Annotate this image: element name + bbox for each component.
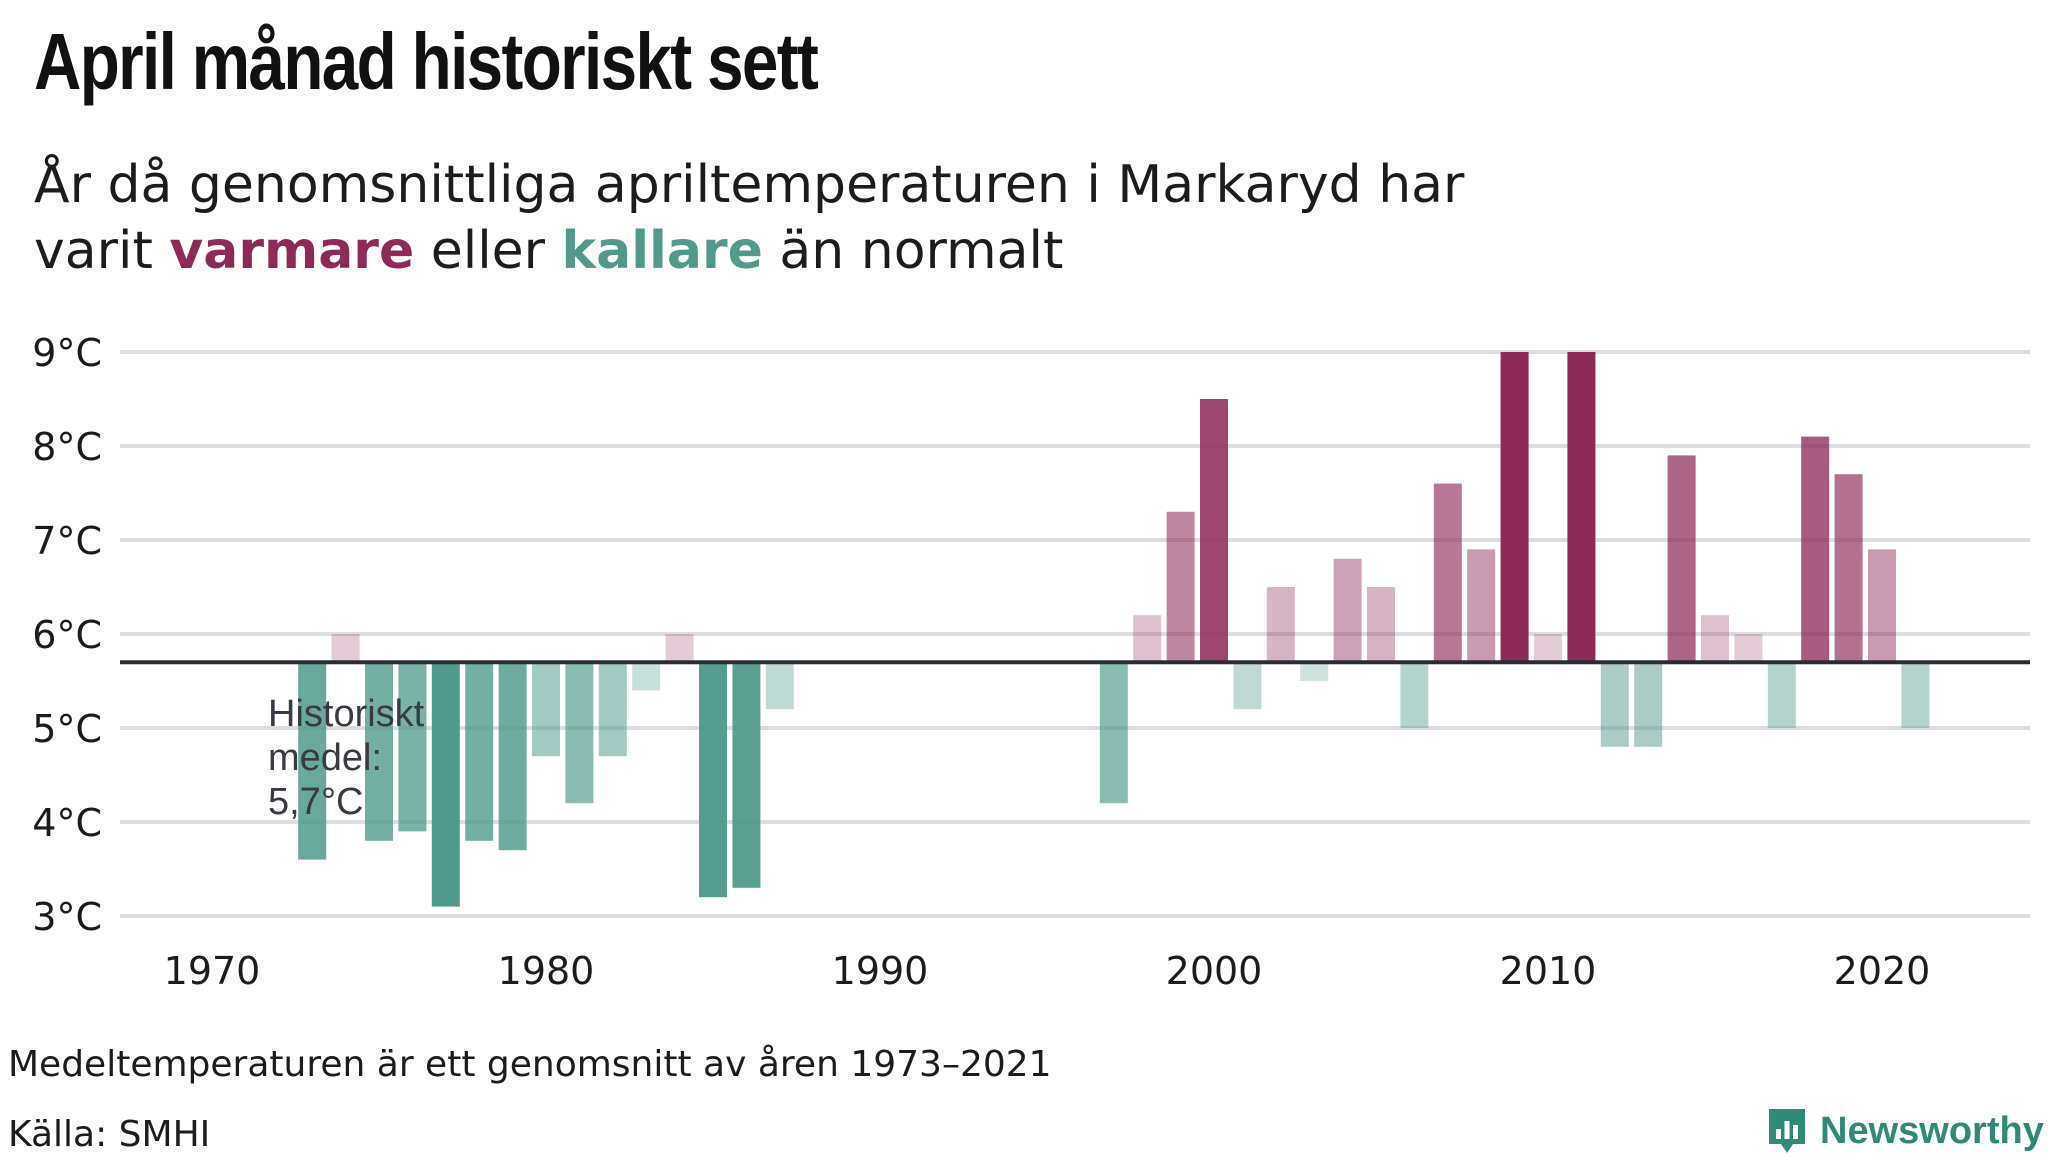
source-note: Källa: SMHI [8,1114,211,1155]
x-tick-label: 2000 [1166,949,1263,993]
bar-cold [1300,662,1329,681]
baseline-annotation-line: medel: [268,737,382,779]
bar-cold [1400,662,1429,728]
bar-cold [1901,662,1930,728]
bar-warm [1567,352,1596,663]
x-tick-label: 2010 [1500,949,1597,993]
subtitle-line-1: År då genomsnittliga apriltemperaturen i… [34,155,1465,215]
y-tick-label: 7°C [32,519,102,563]
bar-cold [1767,662,1796,728]
y-tick-label: 8°C [32,425,102,469]
y-tick-label: 6°C [32,613,102,657]
bar-cold [1099,662,1128,804]
bar-warm [1868,549,1896,663]
bar-warm [331,634,360,663]
y-tick-label: 5°C [32,707,102,751]
bar-cold [431,662,460,907]
temperature-bar-chart: 3°C 4°C 5°C 6°C 7°C 8°C 9°C 1970 1980 1990 2000 201… [32,331,2030,993]
bar-warm [1266,587,1295,663]
x-tick-label: 2020 [1834,949,1931,993]
bar-warm [1734,634,1763,663]
subtitle-suffix: än normalt [779,221,1064,281]
y-tick-label: 9°C [32,331,102,375]
x-tick-label: 1990 [832,949,929,993]
bar-cold [398,662,427,832]
bar-cold [1634,662,1663,747]
footnote: Medeltemperaturen är ett genomsnitt av å… [8,1044,1052,1085]
bar-cold [598,662,627,757]
bar-warm [1667,455,1696,663]
bar-cold [298,662,327,860]
bar-warm [1433,483,1462,663]
subtitle-warm-word: varmare [169,221,415,281]
bar-cold [498,662,527,851]
bar-cold [632,662,661,691]
bar-cold [465,662,494,841]
bar-warm [1500,352,1529,663]
bar-cold [532,662,560,757]
x-tick-label: 1970 [164,949,261,993]
bar-warm [665,634,694,663]
bar-cold [699,662,727,898]
y-tick-label: 3°C [32,895,102,939]
bar-cold [565,662,594,804]
subtitle-prefix: varit [34,221,153,281]
subtitle-middle: eller [430,221,546,281]
bar-cold [765,662,794,710]
bar-warm [1834,474,1863,663]
x-tick-label: 1980 [498,949,595,993]
baseline-annotation-line: Historiskt [268,693,425,735]
chart-subtitle: År då genomsnittliga apriltemperaturen i… [34,152,1464,284]
bar-warm [1200,399,1228,663]
bar-cold [1233,662,1262,710]
bar-cold [732,662,761,888]
bar-warm [1467,549,1496,663]
y-tick-label: 4°C [32,801,102,845]
newsworthy-logo-text: Newsworthy [1820,1109,2044,1152]
baseline-annotation-line: 5,7°C [268,781,363,823]
chart-title: April månad historiskt sett [34,17,819,106]
bar-warm [1701,615,1729,663]
bar-warm [1534,634,1562,663]
bar-cold [1600,662,1629,747]
bar-cold [365,662,393,841]
bar-warm [1133,615,1162,663]
bar-warm [1333,558,1362,663]
newsworthy-logo: Newsworthy [1766,1106,2044,1156]
bar-warm [1367,587,1395,663]
bar-warm [1801,436,1830,663]
subtitle-cold-word: kallare [561,221,763,281]
bar-warm [1166,511,1195,663]
newsworthy-logo-icon [1769,1109,1805,1153]
